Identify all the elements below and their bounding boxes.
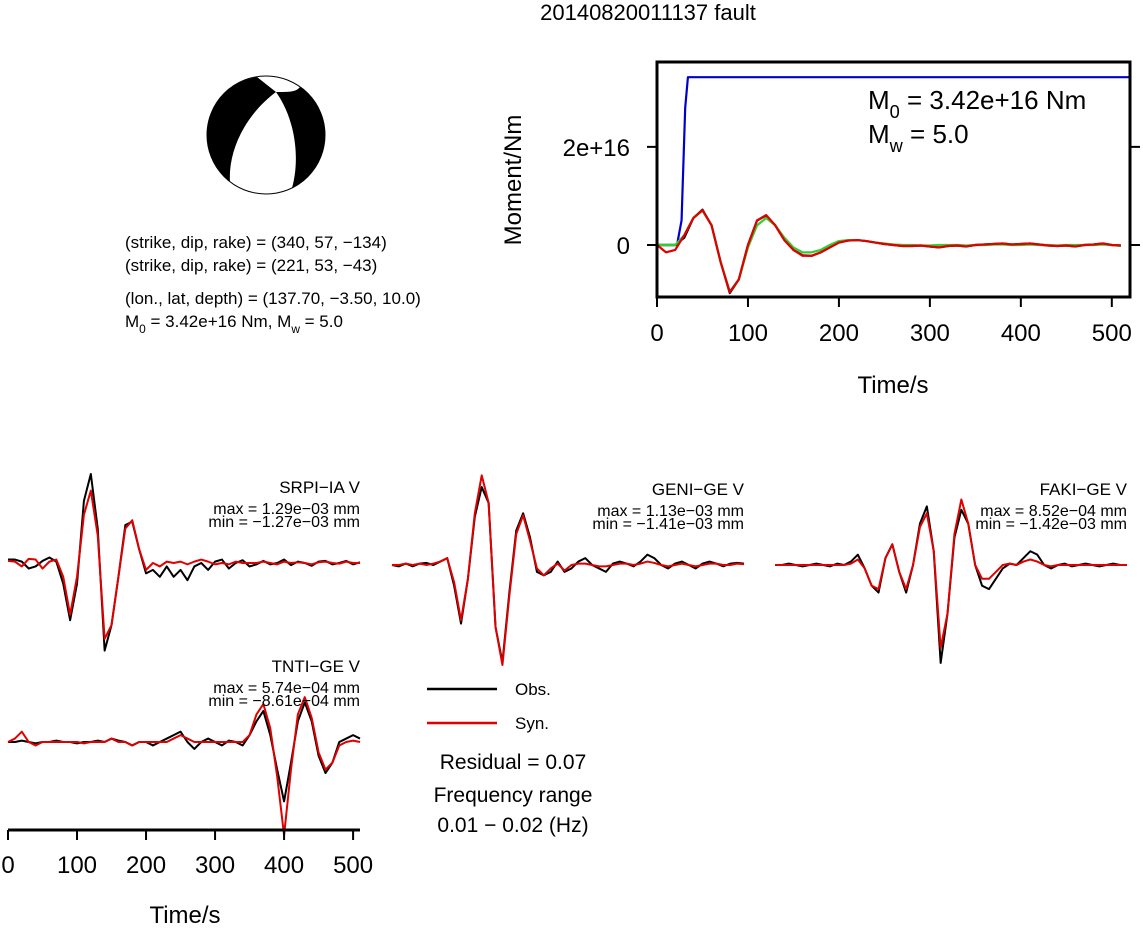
x-tick-label: 500 [1092,320,1132,347]
series-line [657,209,1121,294]
max-label: max = 1.29e−03 mm [213,501,360,518]
subscript: 0 [890,102,900,122]
mechanism-line: (strike, dip, rake) = (221, 53, −43) [125,256,377,275]
frequency-range: 0.01 − 0.02 (Hz) [437,814,588,837]
max-label: max = 1.13e−03 mm [597,503,744,520]
text-segment: M [125,312,139,331]
text-segment: = 5.0 [903,119,969,149]
x-tick-label: 500 [333,852,373,879]
frequency-label: Frequency range [434,784,593,807]
text-segment: = 5.0 [300,312,343,331]
figure-title: 20140820011137 fault [540,0,756,25]
x-tick-label: 200 [819,320,859,347]
min-label: min = −8.61e−04 mm [208,693,360,710]
x-axis-label: Time/s [857,372,928,399]
max-label: max = 5.74e−04 mm [213,680,360,697]
x-tick-label: 300 [910,320,950,347]
subscript: 0 [139,322,146,336]
x-tick-label: 100 [728,320,768,347]
text-segment: = 3.42e+16 Nm, M [146,312,292,331]
legend-label: Syn. [515,714,549,733]
text-segment: M [868,85,890,115]
plot-frame [655,60,1132,299]
min-label: min = −1.42e−03 mm [975,516,1127,533]
station-label: TNTI−GE V [272,657,361,676]
mechanism-line: (strike, dip, rake) = (340, 57, −134) [125,233,387,252]
moment-annotation: M0 = 3.42e+16 Nm [868,85,1086,122]
y-tick-label: 2e+16 [563,135,630,162]
series-line [775,498,1127,649]
text-segment: = 3.42e+16 Nm [900,85,1086,115]
y-axis-label: Moment/Nm [500,115,527,246]
station-label: GENI−GE V [652,480,745,499]
series-line [392,474,745,666]
moment-annotation: Mw = 5.0 [868,119,969,156]
x-tick-label: 400 [264,852,304,879]
x-tick-label: 300 [195,852,235,879]
x-axis-label: Time/s [149,902,220,926]
y-tick-label: 0 [617,233,630,260]
series-line [8,701,361,803]
legend-label: Obs. [515,680,551,699]
max-label: max = 8.52e−04 mm [980,503,1127,520]
residual: Residual = 0.07 [440,751,587,774]
beachball-quadrant [207,77,276,182]
mechanism-moment: M0 = 3.42e+16 Nm, Mw = 5.0 [125,312,343,336]
min-label: min = −1.41e−03 mm [592,516,744,533]
beachball-quadrant [276,87,325,188]
min-label: min = −1.27e−03 mm [208,514,360,531]
station-label: SRPI−IA V [279,478,360,497]
subscript: w [889,136,904,156]
mechanism-line: (lon., lat, depth) = (137.70, −3.50, 10.… [125,289,421,308]
x-tick-label: 100 [57,852,97,879]
x-tick-label: 400 [1001,320,1041,347]
station-label: FAKI−GE V [1040,480,1128,499]
legend: Obs. Syn. [427,680,551,733]
x-tick-label: 0 [1,852,14,879]
x-tick-label: 0 [650,320,663,347]
series-line [7,696,361,837]
text-segment: M [868,119,890,149]
subscript: w [290,322,300,336]
beachball [206,75,326,195]
x-tick-label: 200 [126,852,166,879]
series-line [7,489,360,640]
